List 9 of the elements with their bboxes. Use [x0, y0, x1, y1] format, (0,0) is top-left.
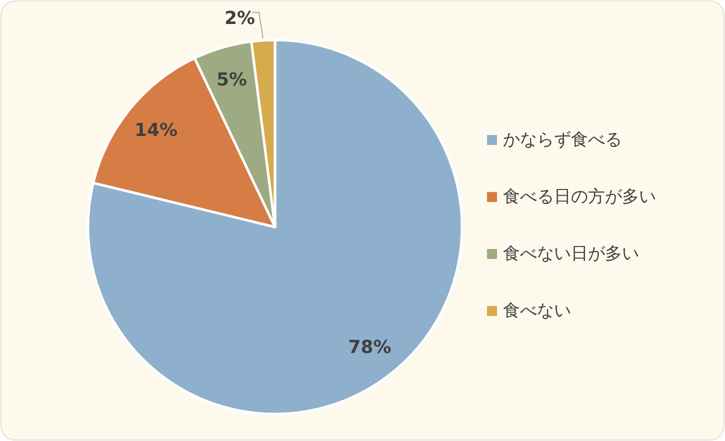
data-label: 5%	[216, 69, 248, 90]
data-label: 14%	[134, 120, 178, 141]
legend-label: 食べる日の方が多い	[503, 187, 656, 207]
legend-label: 食べない	[503, 301, 571, 321]
data-label: 78%	[348, 337, 392, 358]
pie-slice	[86, 38, 464, 416]
data-label: 2%	[224, 8, 256, 29]
legend-label: 食べない日が多い	[503, 244, 639, 264]
legend-label: かならず食べる	[503, 130, 622, 150]
